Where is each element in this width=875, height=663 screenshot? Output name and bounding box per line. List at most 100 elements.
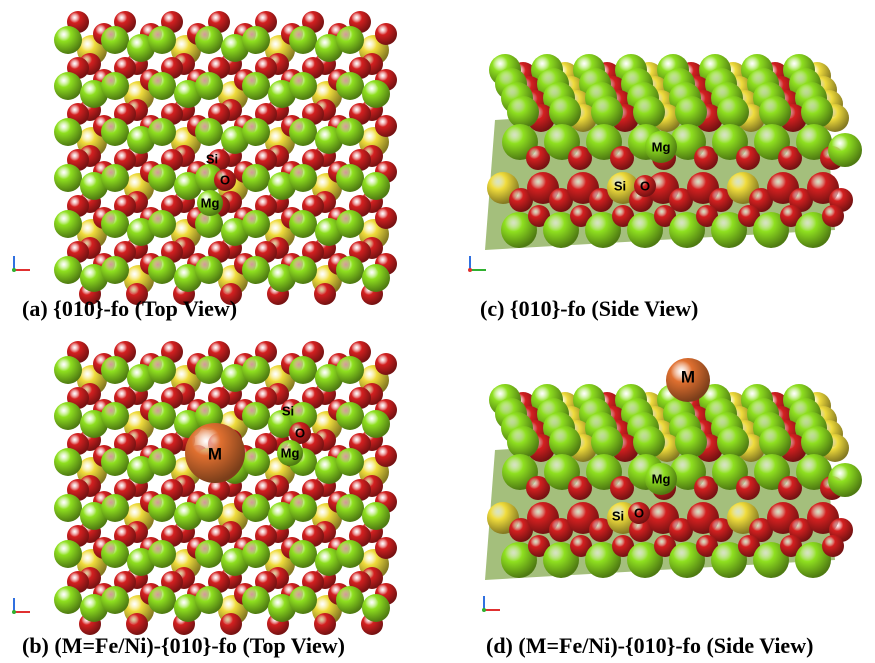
atom-mg	[315, 218, 343, 246]
atom-mg	[148, 26, 176, 54]
atom-o	[549, 518, 573, 542]
atom-mg	[289, 356, 317, 384]
atom-o	[629, 518, 653, 542]
atom-o	[528, 535, 550, 557]
atom-mg	[315, 548, 343, 576]
atom-mg-highlight	[645, 131, 677, 163]
atom-mg	[54, 72, 82, 100]
atom-mg	[221, 548, 249, 576]
atom-label-si: Si	[612, 508, 624, 523]
atom-o	[709, 518, 733, 542]
atom-mg	[101, 356, 129, 384]
atom-m-substituent	[666, 358, 710, 402]
atom-mg	[101, 540, 129, 568]
atom-mg	[54, 26, 82, 54]
atom-mg	[362, 264, 390, 292]
atom-o	[749, 188, 773, 212]
atom-mg	[195, 356, 223, 384]
atom-mg	[195, 210, 223, 238]
atom-o	[314, 283, 336, 305]
atom-mg	[711, 212, 747, 248]
atom-mg-highlight	[277, 440, 303, 466]
atom-o	[696, 535, 718, 557]
atom-mg	[501, 542, 537, 578]
atom-o-highlight	[628, 502, 650, 524]
atom-mg	[315, 364, 343, 392]
atom-o	[589, 518, 613, 542]
atom-o	[126, 283, 148, 305]
atom-mg	[336, 448, 364, 476]
atom-o	[612, 205, 634, 227]
atom-mg	[80, 172, 108, 200]
atom-mg	[127, 364, 155, 392]
atom-mg	[242, 72, 270, 100]
atom-mg	[289, 118, 317, 146]
atom-mg	[801, 426, 833, 458]
atom-mg	[336, 26, 364, 54]
atom-o	[509, 188, 533, 212]
panel-b: M Si O Mg	[50, 340, 397, 635]
atom-mg	[195, 402, 223, 430]
atom-mg	[549, 96, 581, 128]
atom-mg	[101, 164, 129, 192]
atom-o	[526, 476, 550, 500]
atom-o	[375, 207, 397, 229]
atom-mg	[54, 256, 82, 284]
atom-mg	[633, 96, 665, 128]
atom-o	[778, 476, 802, 500]
atom-mg	[289, 72, 317, 100]
atom-mg	[585, 212, 621, 248]
atom-mg	[54, 118, 82, 146]
atom-o	[509, 518, 533, 542]
atom-label-mg: Mg	[201, 195, 220, 210]
atom-mg	[195, 26, 223, 54]
atom-mg	[221, 218, 249, 246]
atom-mg	[148, 164, 176, 192]
atom-mg	[221, 364, 249, 392]
atom-mg	[289, 256, 317, 284]
atom-mg	[591, 426, 623, 458]
atom-mg	[148, 402, 176, 430]
atom-mg	[336, 540, 364, 568]
atom-label-si: Si	[206, 151, 218, 166]
atom-mg	[195, 256, 223, 284]
atom-mg	[221, 34, 249, 62]
atom-mg	[753, 212, 789, 248]
axis-indicator-icon	[10, 592, 36, 623]
atom-o	[669, 188, 693, 212]
atom-mg	[101, 494, 129, 522]
atom-mg	[242, 26, 270, 54]
atom-o	[736, 476, 760, 500]
atom-o	[822, 205, 844, 227]
atom-mg	[289, 210, 317, 238]
atom-mg	[795, 212, 831, 248]
atom-mg	[315, 456, 343, 484]
atom-mg	[315, 34, 343, 62]
atom-mg	[80, 264, 108, 292]
atom-mg	[675, 426, 707, 458]
atom-mg	[242, 256, 270, 284]
atom-mg	[174, 80, 202, 108]
atom-mg	[362, 410, 390, 438]
atom-mg	[242, 494, 270, 522]
atom-mg	[174, 594, 202, 622]
atom-mg	[549, 426, 581, 458]
atom-mg	[289, 586, 317, 614]
atom-mg	[101, 448, 129, 476]
atom-mg-highlight	[645, 463, 677, 495]
atom-mg	[148, 540, 176, 568]
atom-mg	[101, 586, 129, 614]
atom-mg	[315, 126, 343, 154]
atom-label-o: O	[295, 425, 305, 440]
atom-mg	[54, 586, 82, 614]
atom-mg	[101, 402, 129, 430]
atom-mg	[148, 210, 176, 238]
atom-mg	[289, 26, 317, 54]
caption-panel-c: (c) {010}-fo (Side View)	[480, 296, 699, 321]
atom-label-si: Si	[282, 403, 294, 418]
atom-mg	[289, 540, 317, 568]
atom-mg	[268, 264, 296, 292]
atom-o	[568, 146, 592, 170]
atom-mg	[54, 448, 82, 476]
atom-mg	[759, 426, 791, 458]
